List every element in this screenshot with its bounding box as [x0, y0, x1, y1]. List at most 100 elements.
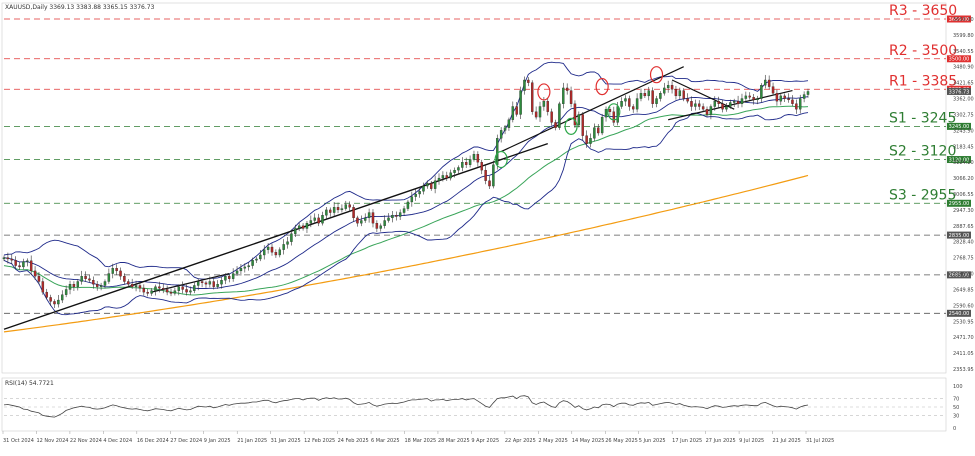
candle-body: [771, 86, 775, 94]
candle-body: [577, 114, 581, 126]
candle-body: [426, 183, 429, 187]
price-tick-label: 3421.65: [953, 81, 974, 87]
candle-body: [453, 169, 456, 173]
candle-body: [99, 285, 103, 287]
rsi-label: RSI(14) 54.7721: [5, 380, 54, 387]
candle-body: [344, 204, 348, 209]
level-tag-text: 2540.00: [949, 311, 970, 317]
time-tick-label: 2 May 2025: [538, 438, 567, 444]
candle-body: [278, 249, 281, 256]
candle-body: [290, 233, 293, 242]
time-tick-label: 31 Oct 2024: [3, 438, 34, 444]
candle-body: [49, 297, 52, 302]
candle-body: [612, 111, 616, 123]
rsi-line: [3, 395, 809, 418]
price-tick-label: 2768.75: [953, 256, 974, 262]
time-tick-label: 31 Jul 2025: [806, 438, 834, 444]
candle-body: [255, 258, 258, 261]
candle-body: [340, 208, 344, 211]
candle-body: [806, 91, 810, 95]
candle-body: [391, 215, 394, 219]
candle-body: [736, 101, 740, 104]
level-tag-text: 2955.00: [949, 201, 970, 207]
time-tick-label: 26 May 2025: [605, 438, 638, 444]
time-tick-label: 9 Apr 2025: [471, 438, 499, 444]
time-tick-label: 18 Mar 2025: [405, 438, 437, 444]
time-tick-label: 22 Nov 2024: [70, 438, 102, 444]
time-tick-label: 12 Feb 2025: [304, 438, 335, 444]
candle-body: [61, 294, 64, 301]
bollinger-bands: [3, 61, 809, 316]
time-tick-label: 6 Mar 2025: [371, 438, 400, 444]
candle-body: [542, 101, 546, 107]
candle-body: [231, 273, 235, 279]
candle-body: [593, 127, 596, 139]
candle-body: [748, 95, 751, 98]
price-tick-label: 3599.80: [953, 33, 974, 39]
candle-body: [457, 167, 460, 171]
level-label: R2 - 3500: [889, 43, 957, 59]
candle-body: [37, 276, 41, 282]
resistance-touch-circle: [595, 78, 609, 96]
level-price-tag: [947, 15, 971, 23]
candle-body: [565, 87, 569, 91]
candle-body: [802, 94, 806, 99]
rsi-tick-label: 70: [953, 397, 959, 403]
price-tick-label: 3362.00: [953, 97, 974, 103]
candle-body: [57, 299, 60, 305]
candle-body: [783, 95, 786, 99]
candle-body: [767, 79, 771, 87]
candle-body: [270, 246, 274, 253]
candle-body: [196, 281, 200, 286]
candle-body: [371, 212, 375, 224]
candle-body: [146, 291, 149, 294]
candle-body: [169, 291, 173, 294]
candle-body: [717, 101, 720, 104]
candle-body: [760, 85, 763, 99]
candle-body: [76, 281, 80, 287]
support-touch-circle: [564, 117, 578, 135]
candle-body: [550, 111, 553, 123]
price-tick-label: 2353.95: [953, 367, 974, 373]
candle-body: [134, 285, 138, 287]
rsi-panel-frame: [1, 377, 947, 432]
candle-body: [375, 223, 379, 229]
candle-body: [228, 276, 231, 279]
candle-body: [666, 85, 670, 89]
price-tick-label: 2471.70: [953, 335, 974, 341]
current-price-text: 3376.73: [949, 89, 970, 95]
candle-body: [332, 207, 336, 213]
candle-body: [313, 217, 316, 221]
price-tick-label: 2947.30: [953, 208, 974, 214]
support-touch-circle: [494, 150, 508, 169]
candle-body: [301, 225, 305, 229]
level-price-tag: [947, 156, 971, 164]
price-tick-label: 2411.05: [953, 351, 974, 357]
candle-body: [791, 99, 794, 104]
candle-body: [531, 82, 534, 112]
price-tick-label: 3124.20: [953, 160, 974, 166]
candle-body: [193, 285, 196, 291]
candle-body: [123, 276, 126, 282]
candle-body: [558, 103, 561, 128]
candle-body: [476, 154, 480, 163]
candle-body: [573, 103, 577, 126]
level-tag-text: 3245.00: [949, 124, 970, 130]
rsi-tick-label: 0: [953, 426, 956, 432]
candle-body: [274, 252, 278, 256]
candle-body: [309, 220, 313, 224]
candle-body: [604, 109, 608, 118]
time-tick-label: 4 Dec 2024: [103, 438, 132, 444]
candle-body: [150, 290, 153, 294]
candle-body: [26, 260, 29, 262]
candle-body: [189, 290, 192, 293]
candle-body: [22, 261, 25, 268]
candle-body: [631, 106, 635, 110]
price-tick-label: 3006.55: [953, 192, 974, 198]
rsi-tick-label: 30: [953, 413, 959, 419]
candle-body: [282, 244, 285, 250]
candle-body: [519, 90, 522, 115]
price-tick-label: 3183.45: [953, 144, 974, 150]
candle-body: [433, 180, 437, 189]
